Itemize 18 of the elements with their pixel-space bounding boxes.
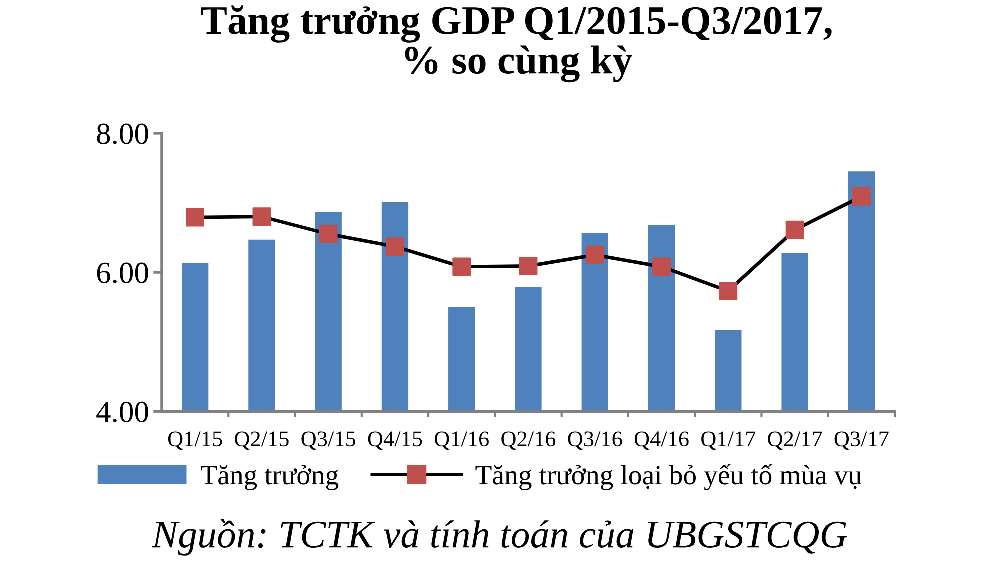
x-tick-label: Q1/15 [168,432,222,450]
x-tick-label: Q4/15 [368,432,422,450]
x-tick-label: Q2/15 [235,432,289,450]
x-tick-label: Q1/16 [435,432,489,450]
legend-label: Tăng trưởng [201,465,339,490]
x-tick-label: Q2/17 [768,432,822,450]
chart-title: Tăng trưởng GDP Q1/2015-Q3/2017, % so cùng kỳ [201,6,832,83]
y-tick-label: 4.00 [96,402,148,423]
legend-label: Tăng trưởng loại bỏ yếu tố mùa vụ [476,464,862,490]
x-tick-label: Q3/15 [302,432,356,450]
y-tick-label: 8.00 [97,124,148,144]
x-tick-label: Q2/16 [502,432,556,450]
text: Nguồn: TCTK và tính toán của UBGSTCQG [152,519,848,556]
y-tick-label: 6.00 [97,262,148,284]
x-tick-label: Q3/17 [834,432,889,450]
x-tick-label: Q4/16 [634,432,689,450]
x-tick-label: Q1/17 [702,432,756,450]
x-tick-label: Q3/16 [568,432,622,450]
